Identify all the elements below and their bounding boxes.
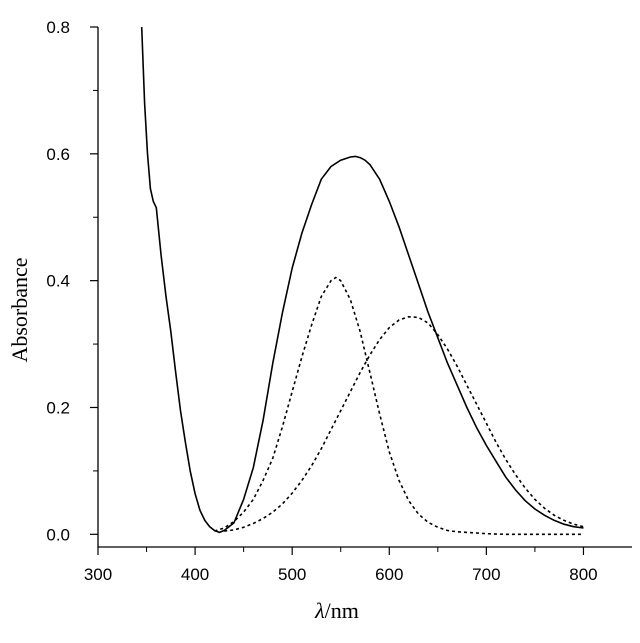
axis-ticks (90, 26, 585, 555)
chart-series (140, 27, 584, 536)
x-tick-label: 600 (375, 565, 403, 584)
x-axis-label: λ/nm (314, 598, 359, 623)
dotted-series-line-2 (224, 316, 584, 532)
x-tick-label: 400 (181, 565, 209, 584)
x-tick-label: 700 (472, 565, 500, 584)
y-tick-label: 0.6 (46, 145, 70, 164)
plot-frame (97, 27, 632, 548)
x-axis-label-unit: /nm (325, 598, 359, 623)
x-tick-label: 300 (84, 565, 112, 584)
y-tick-label: 0.2 (46, 398, 70, 417)
x-tick-label: 500 (278, 565, 306, 584)
y-tick-label: 0.0 (46, 525, 70, 544)
y-tick-label: 0.4 (46, 272, 70, 291)
tick-labels: 300 400 500 600 700 800 0.0 0.2 0.4 0.6 0.8 (46, 18, 597, 584)
y-tick-label: 0.8 (46, 18, 70, 37)
solid-series-line (140, 27, 584, 534)
dotted-series-line-1 (214, 276, 584, 536)
x-tick-label: 800 (569, 565, 597, 584)
y-axis-label: Absorbance (7, 257, 32, 362)
axis-lines (97, 27, 632, 548)
x-axis-label-symbol: λ (314, 598, 325, 623)
